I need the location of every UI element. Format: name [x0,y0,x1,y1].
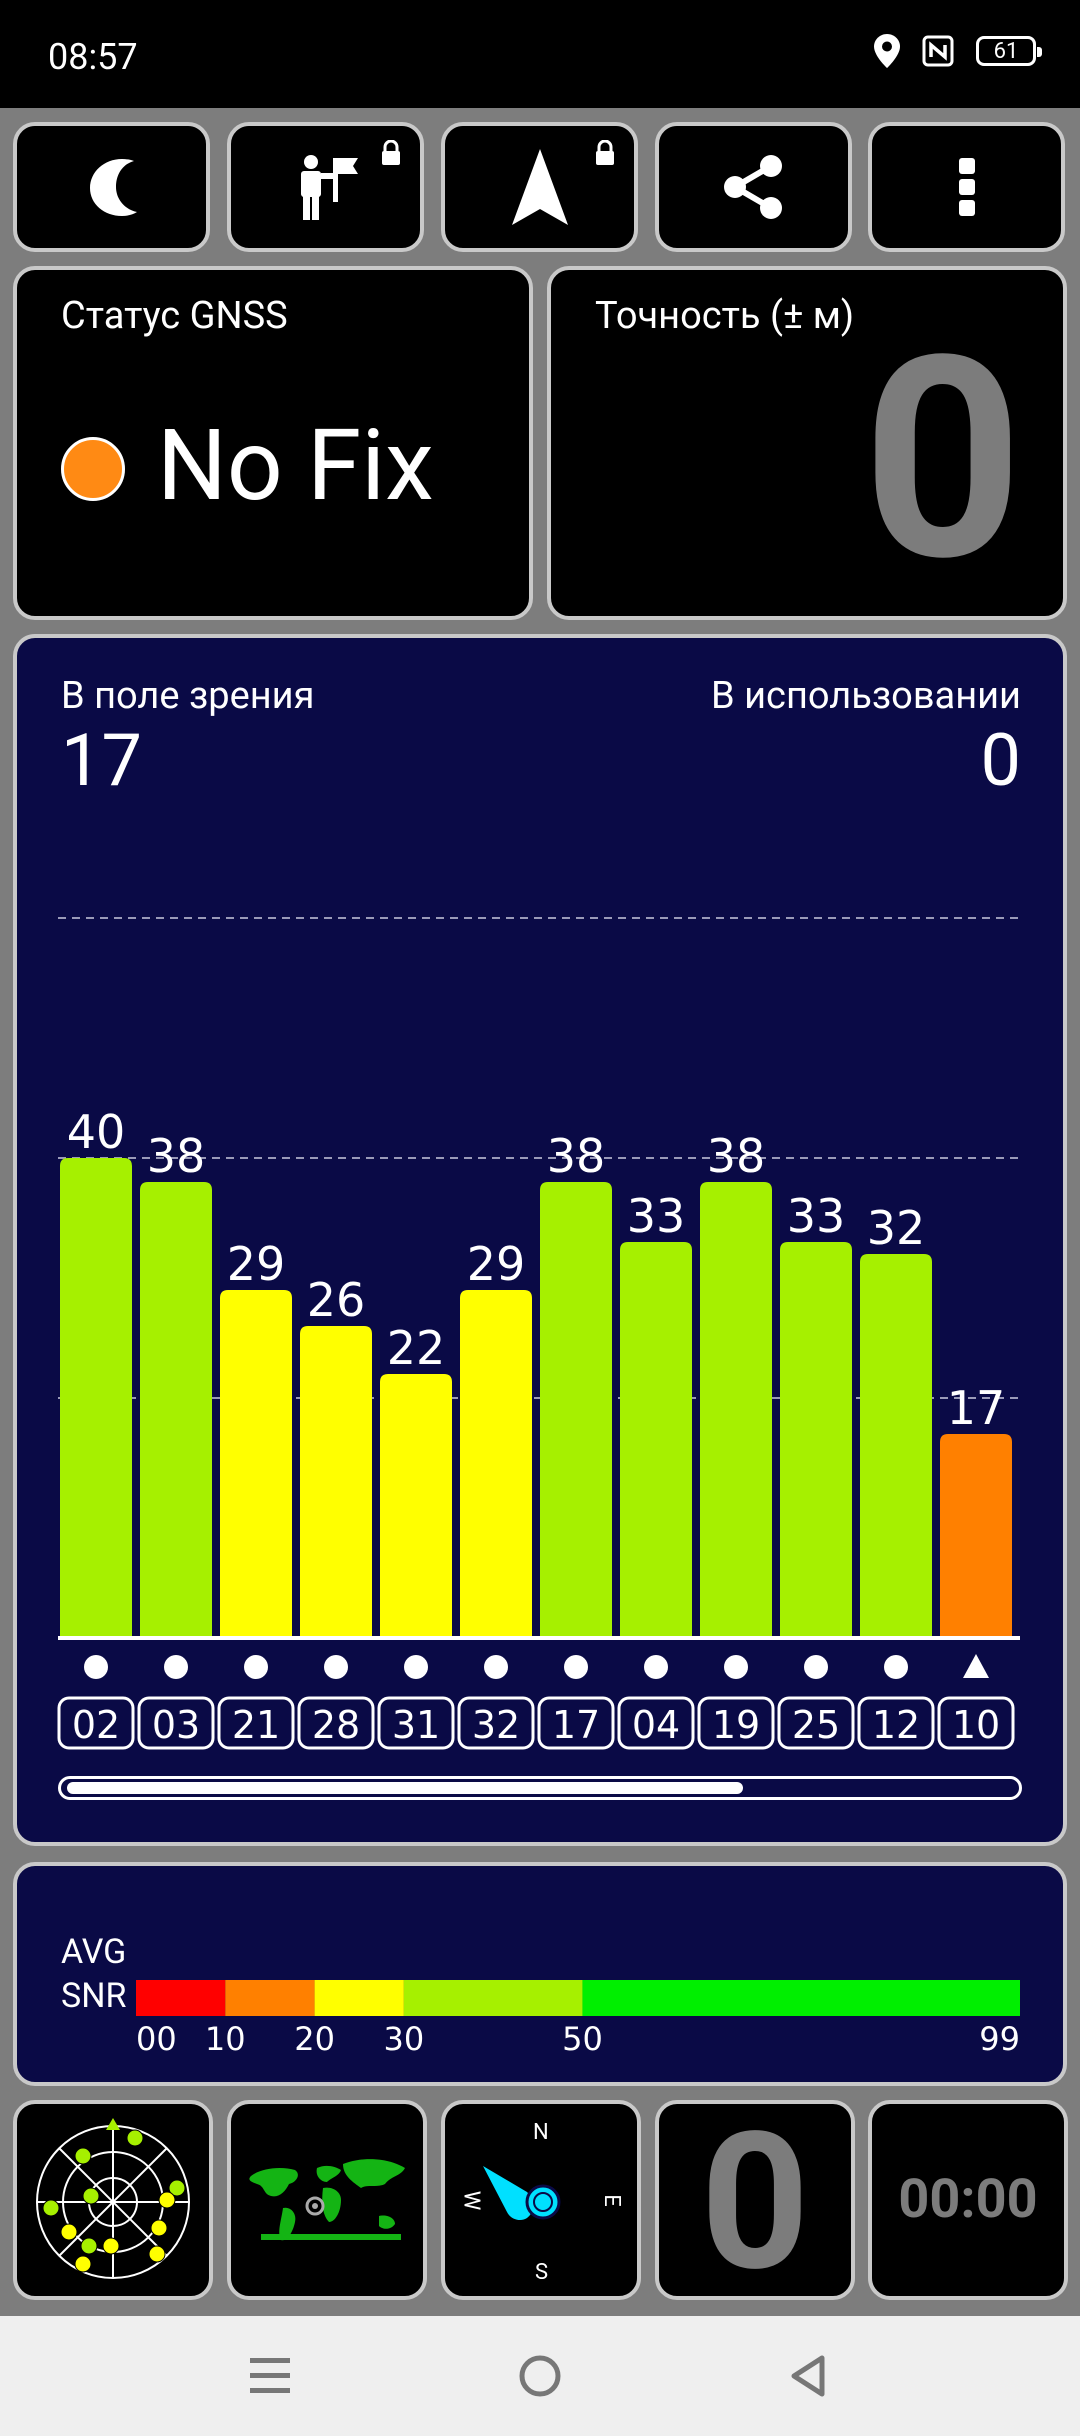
location-icon [874,34,900,68]
night-mode-icon [89,159,137,216]
timer-tile[interactable]: 00:00 [868,2100,1068,2300]
gnss-status-panel: Статус GNSS No Fix [13,266,533,620]
world-map-tile[interactable] [227,2100,427,2300]
status-time: 08:57 [48,36,138,78]
more-button[interactable] [868,122,1065,252]
satellites-panel: В поле зрения 17 В использовании 0 [13,634,1067,1846]
world-map-icon [249,2159,405,2241]
snr-legend-panel: AVG SNR [13,1862,1067,2086]
chart-scrollbar[interactable] [58,1776,1022,1800]
lock-icon [596,140,614,165]
status-icons: 61 [874,34,1042,68]
navigation-button[interactable] [441,122,638,252]
lock-icon [382,140,400,165]
share-icon [723,155,782,219]
compass-tile[interactable]: N S W E [441,2100,641,2300]
compass-w: W [458,2190,484,2211]
status-dot [61,437,125,501]
chart-scrollbar-thumb[interactable] [67,1782,743,1794]
accuracy-label: Точность (± м) [595,294,855,338]
snr-label-avg: AVG [61,1932,127,1972]
in-view-count: 17 [61,718,142,803]
snr-label-snr: SNR [61,1976,127,2016]
sky-plot-icon [36,2118,190,2279]
accuracy-panel: Точность (± м) 0 [547,266,1067,620]
in-use-count: 0 [980,718,1021,803]
in-use-label: В использовании [711,674,1021,718]
status-bar: 08:57 61 [0,0,1080,108]
menu-icon[interactable] [248,2356,292,2396]
home-icon[interactable] [518,2354,562,2398]
compass-icon [483,2166,561,2220]
timer-value: 00:00 [898,2168,1038,2231]
accuracy-value: 0 [862,296,1023,624]
in-view-label: В поле зрения [61,674,315,718]
mark-location-button[interactable] [227,122,424,252]
compass-s: S [535,2260,549,2285]
navigation-arrow-icon [511,149,568,225]
share-button[interactable] [655,122,852,252]
compass-e: E [598,2194,624,2207]
gnss-status-label: Статус GNSS [61,294,288,338]
battery-level: 61 [993,38,1019,64]
person-flag-icon [300,155,358,220]
compass-n: N [533,2120,549,2145]
sky-view-tile[interactable] [13,2100,213,2300]
night-mode-button[interactable] [13,122,210,252]
speed-tile[interactable]: 0 [655,2100,855,2300]
navigation-bar [0,2316,1080,2436]
gnss-status-value: No Fix [157,408,434,523]
nfc-icon [922,35,954,67]
back-icon[interactable] [788,2354,828,2398]
speed-value: 0 [700,2092,810,2314]
battery-icon: 61 [976,36,1042,66]
more-vert-icon [958,158,975,216]
